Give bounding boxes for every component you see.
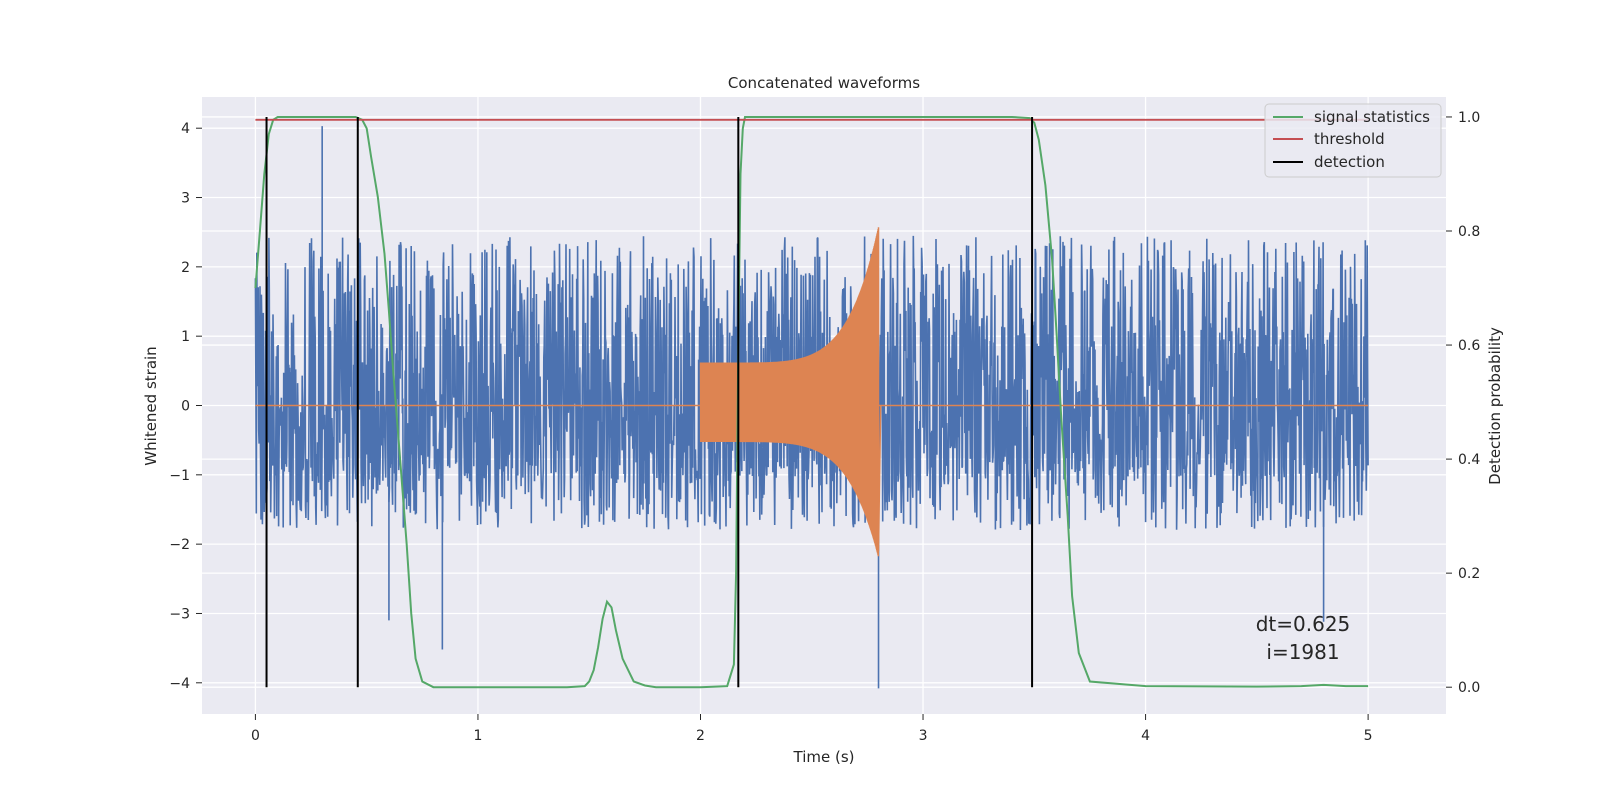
x-tick-label: 4 bbox=[1141, 728, 1150, 744]
plot-area bbox=[254, 116, 1369, 689]
y2-tick-label: 0.2 bbox=[1458, 566, 1480, 582]
y-tick-label: 0 bbox=[181, 399, 190, 415]
y-tick-label: −3 bbox=[169, 606, 190, 622]
axes: 0 1 2 3 4 5 −4 −3 −2 −1 0 1 2 3 4 0.0 0.2 0.4 0.6 0.8 1.0 bbox=[169, 110, 1480, 744]
template-series bbox=[699, 227, 882, 557]
y2-tick-label: 0.0 bbox=[1458, 680, 1480, 696]
signal-statistics-series bbox=[254, 116, 1369, 689]
x-tick-label: 0 bbox=[251, 728, 260, 744]
y2-tick-label: 0.6 bbox=[1458, 338, 1480, 354]
y-tick-label: 3 bbox=[181, 191, 190, 207]
y2-tick-label: 0.8 bbox=[1458, 224, 1480, 240]
y-tick-label: 1 bbox=[181, 329, 190, 345]
legend-label-threshold: threshold bbox=[1314, 130, 1385, 148]
y-tick-label: 2 bbox=[181, 260, 190, 276]
legend: signal statistics threshold detection bbox=[1264, 103, 1442, 178]
x-tick-label: 1 bbox=[473, 728, 482, 744]
chart-title: Concatenated waveforms bbox=[728, 74, 920, 92]
annotation: dt=0.625 i=1981 bbox=[1256, 612, 1351, 664]
y-tick-label: −4 bbox=[169, 676, 190, 692]
legend-frame bbox=[1264, 103, 1442, 178]
legend-label-signal-statistics: signal statistics bbox=[1314, 108, 1430, 126]
y-tick-label: 4 bbox=[181, 121, 190, 137]
y2-axis-label: Detection probability bbox=[1486, 327, 1504, 485]
annotation-dt: dt=0.625 bbox=[1256, 612, 1351, 636]
legend-label-detection: detection bbox=[1314, 153, 1385, 171]
y-tick-label: −1 bbox=[169, 468, 190, 484]
x-tick-label: 2 bbox=[696, 728, 705, 744]
y2-tick-label: 1.0 bbox=[1458, 110, 1480, 126]
y2-tick-label: 0.4 bbox=[1458, 452, 1480, 468]
x-tick-label: 3 bbox=[919, 728, 928, 744]
annotation-i: i=1981 bbox=[1266, 640, 1339, 664]
y-tick-label: −2 bbox=[169, 537, 190, 553]
x-tick-label: 5 bbox=[1364, 728, 1373, 744]
x-axis-label: Time (s) bbox=[793, 748, 855, 766]
y-axis-label: Whitened strain bbox=[142, 346, 160, 465]
